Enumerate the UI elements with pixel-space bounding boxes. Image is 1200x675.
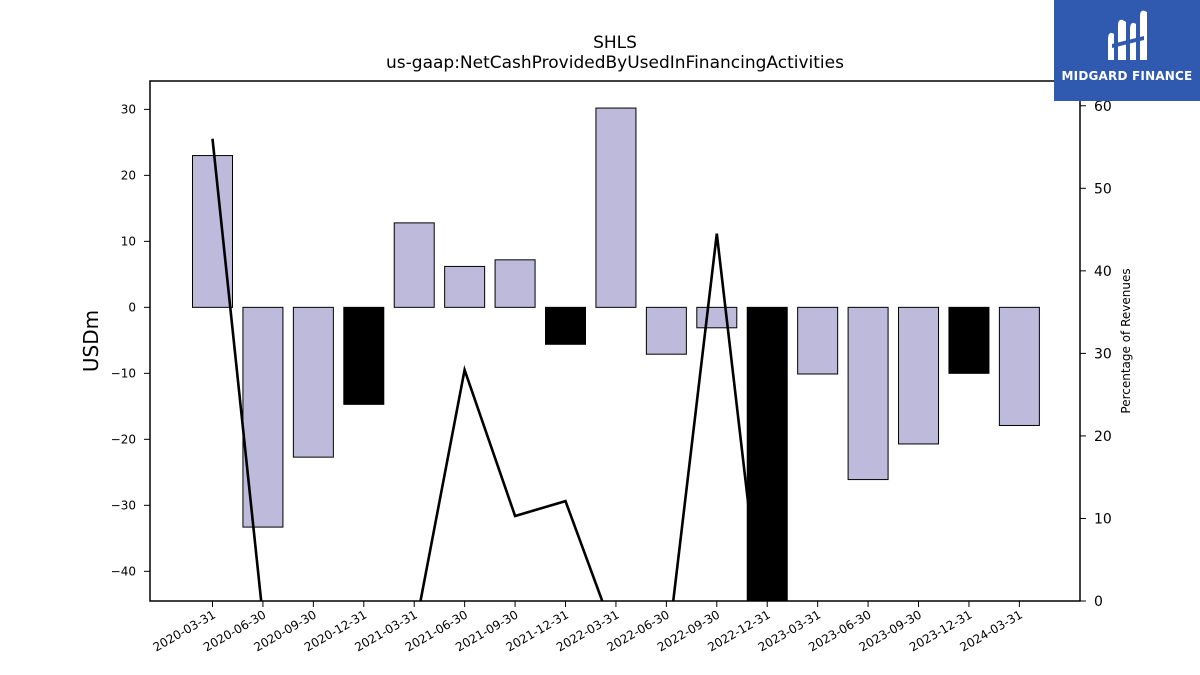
bar [444,265,486,308]
y-tick-label: 30 [121,102,136,116]
bar [645,306,687,355]
brand-name: MIDGARD FINANCE [1061,69,1193,83]
y-tick-label: 20 [121,168,136,182]
y-axis-label: USDm [79,310,103,372]
chart-title: SHLS [593,33,637,53]
midgard-m-mark-icon [1108,10,1147,61]
series-line [211,138,263,601]
y-tick-label: −30 [111,498,136,512]
bar [292,306,334,458]
y2-tick-label: 20 [1094,429,1112,445]
y2-tick-label: 30 [1094,346,1112,362]
bar [847,306,889,481]
bars-layer [192,107,1040,602]
y-tick-label: −20 [111,432,136,446]
y2-tick-label: 60 [1094,99,1112,115]
bar [343,306,385,405]
y2-axis: 0 10 20 30 40 50 60 [1080,99,1112,610]
bar [797,306,839,375]
x-axis: 2020-03-312020-06-302020-09-302020-12-31… [151,601,1025,654]
bar [898,306,940,445]
chart-subtitle: us-gaap:NetCashProvidedByUsedInFinancing… [386,53,844,73]
y2-axis-label: Percentage of Revenues [1119,268,1133,413]
bar [948,306,990,374]
bar [192,155,233,308]
bar [595,107,637,308]
bar [696,306,738,329]
line-layer [211,138,761,601]
bar [545,306,587,345]
bar [393,222,435,308]
y-tick-label: −10 [111,366,136,380]
y2-tick-label: 10 [1094,511,1112,527]
bar [998,306,1040,426]
y2-tick-label: 50 [1094,181,1112,197]
y-axis: 30 20 10 0 −10 −20 −30 −40 [111,102,150,578]
y-tick-label: −40 [111,564,136,578]
y2-tick-label: 0 [1094,594,1103,610]
series-line [419,233,761,601]
y2-tick-label: 40 [1094,264,1112,280]
y-tick-label: 0 [128,300,136,314]
plot-frame [149,80,1081,602]
bar [494,259,536,308]
y-tick-label: 10 [121,234,136,248]
brand-logo: MIDGARD FINANCE [1054,0,1200,101]
